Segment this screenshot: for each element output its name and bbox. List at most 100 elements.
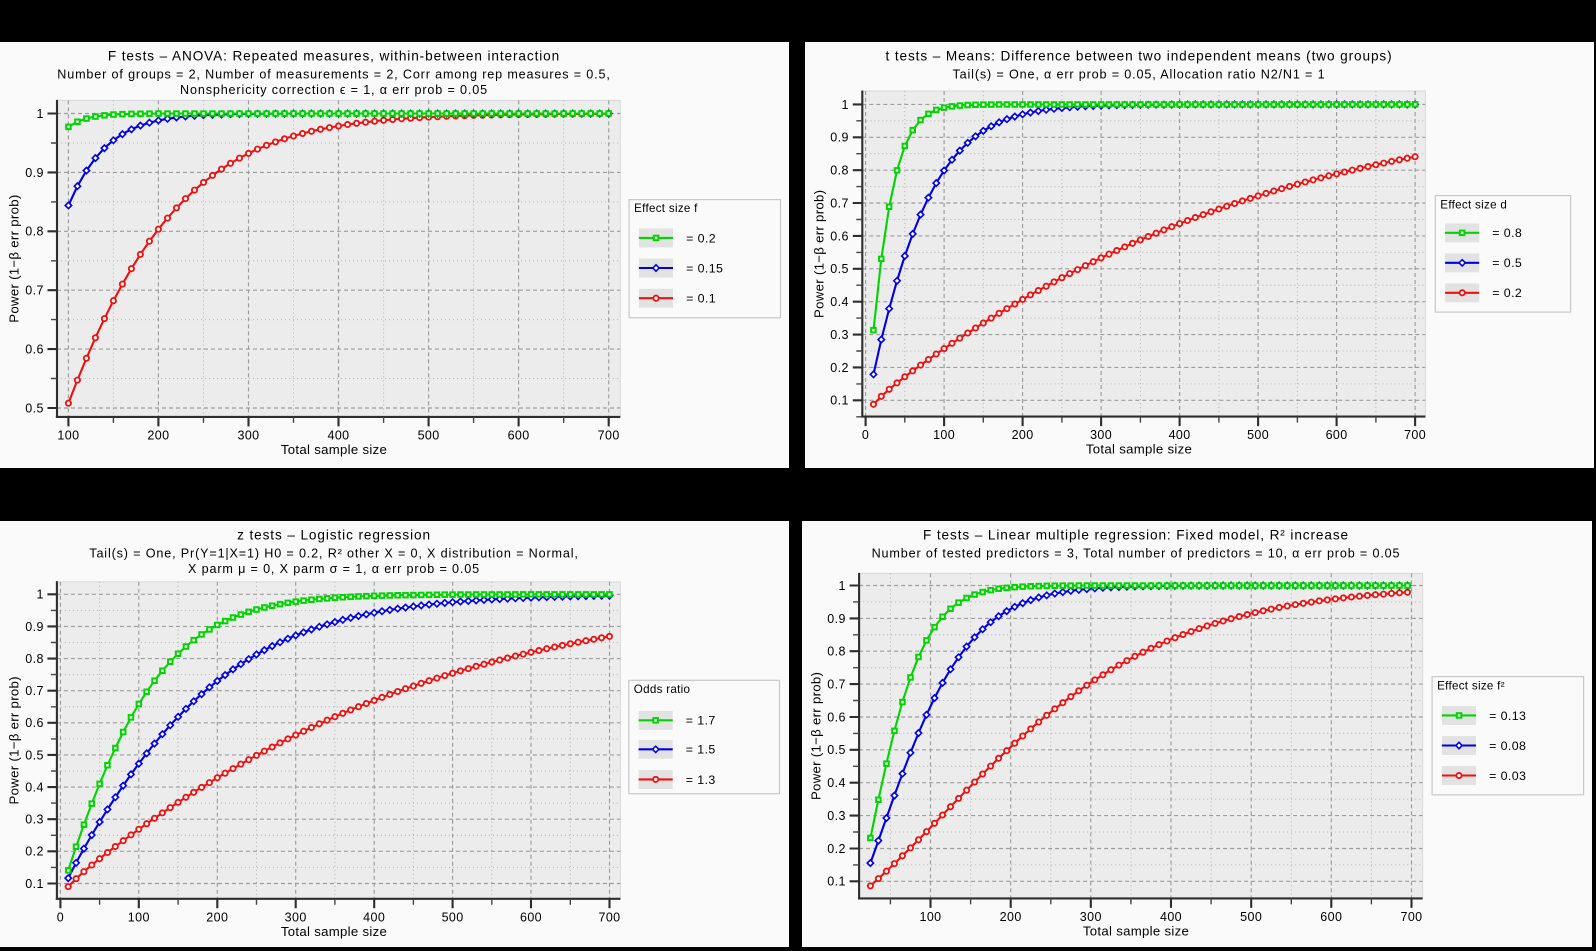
svg-text:0.4: 0.4	[25, 781, 44, 795]
svg-text:200: 200	[206, 911, 228, 925]
svg-text:0.2: 0.2	[827, 842, 846, 856]
svg-text:400: 400	[1160, 910, 1182, 924]
svg-text:100: 100	[919, 910, 941, 924]
svg-text:= 1.3: = 1.3	[686, 773, 716, 787]
svg-text:0.9: 0.9	[827, 612, 846, 626]
svg-text:0.6: 0.6	[827, 710, 846, 724]
svg-text:0.5: 0.5	[25, 401, 44, 415]
svg-text:Odds ratio: Odds ratio	[634, 683, 691, 696]
svg-text:Tail(s) = One, Pr(Y=1|X=1) H0: Tail(s) = One, Pr(Y=1|X=1) H0 = 0.2, R² …	[89, 546, 578, 560]
svg-text:500: 500	[418, 428, 440, 442]
svg-text:0.5: 0.5	[830, 262, 849, 276]
svg-text:= 0.13: = 0.13	[1489, 709, 1526, 723]
svg-text:0.9: 0.9	[830, 131, 849, 145]
svg-text:200: 200	[1000, 910, 1022, 924]
svg-text:700: 700	[1404, 428, 1426, 442]
svg-text:600: 600	[508, 428, 530, 442]
svg-text:200: 200	[147, 428, 169, 442]
svg-text:Effect size d: Effect size d	[1440, 199, 1507, 212]
svg-text:0.6: 0.6	[25, 716, 44, 730]
svg-text:0.1: 0.1	[827, 875, 846, 889]
svg-text:500: 500	[1247, 428, 1269, 442]
svg-text:100: 100	[57, 428, 79, 442]
svg-text:Nonsphericity correction ϵ = 1: Nonsphericity correction ϵ = 1, α err pr…	[180, 83, 488, 97]
svg-text:1: 1	[841, 98, 848, 112]
svg-text:0.3: 0.3	[830, 328, 849, 342]
svg-text:0.1: 0.1	[830, 394, 849, 408]
svg-text:0.6: 0.6	[830, 229, 849, 243]
svg-text:= 0.08: = 0.08	[1489, 739, 1526, 753]
svg-text:0.1: 0.1	[25, 877, 44, 891]
svg-text:Number of tested predictors =: Number of tested predictors = 3, Total n…	[872, 546, 1401, 560]
svg-text:X parm μ = 0, X parm σ = 1, α: X parm μ = 0, X parm σ = 1, α err prob =…	[188, 562, 480, 576]
svg-text:0.9: 0.9	[25, 166, 44, 180]
svg-text:t tests – Means: Difference be: t tests – Means: Difference between two …	[885, 49, 1392, 64]
svg-text:500: 500	[442, 911, 464, 925]
svg-text:0.6: 0.6	[25, 343, 44, 357]
svg-text:0.7: 0.7	[827, 678, 846, 692]
svg-text:= 0.03: = 0.03	[1489, 769, 1526, 783]
svg-text:0.2: 0.2	[830, 361, 849, 375]
svg-text:0.3: 0.3	[827, 809, 846, 823]
svg-text:0.4: 0.4	[827, 776, 846, 790]
svg-text:0: 0	[57, 911, 64, 925]
svg-text:300: 300	[237, 428, 259, 442]
svg-text:Total sample size: Total sample size	[1086, 442, 1192, 457]
svg-text:Power (1−β err prob): Power (1−β err prob)	[812, 190, 827, 318]
svg-text:600: 600	[1326, 428, 1348, 442]
svg-text:Power (1−β err prob): Power (1−β err prob)	[809, 672, 824, 800]
svg-text:0.3: 0.3	[25, 813, 44, 827]
svg-text:400: 400	[1169, 428, 1191, 442]
svg-text:1: 1	[36, 588, 43, 602]
svg-text:0.8: 0.8	[25, 652, 44, 666]
svg-text:700: 700	[1400, 910, 1422, 924]
svg-text:300: 300	[1080, 910, 1102, 924]
svg-text:600: 600	[520, 911, 542, 925]
svg-text:= 0.2: = 0.2	[1492, 286, 1522, 300]
svg-text:400: 400	[363, 911, 385, 925]
svg-text:Number of groups = 2, Number o: Number of groups = 2, Number of measurem…	[57, 67, 610, 81]
svg-text:Power (1−β err prob): Power (1−β err prob)	[7, 194, 22, 322]
svg-text:0.8: 0.8	[25, 225, 44, 239]
svg-text:0.7: 0.7	[25, 684, 44, 698]
svg-text:0.7: 0.7	[830, 196, 849, 210]
svg-text:1: 1	[838, 579, 845, 593]
svg-text:0.8: 0.8	[830, 164, 849, 178]
svg-text:200: 200	[1012, 428, 1034, 442]
svg-text:= 0.8: = 0.8	[1492, 226, 1522, 240]
svg-text:= 0.1: = 0.1	[686, 292, 716, 306]
svg-text:= 0.15: = 0.15	[686, 261, 723, 275]
svg-text:500: 500	[1240, 910, 1262, 924]
svg-text:100: 100	[128, 911, 150, 925]
svg-text:F tests – Linear multiple regr: F tests – Linear multiple regression: Fi…	[923, 528, 1349, 543]
svg-text:Total sample size: Total sample size	[281, 924, 387, 939]
svg-text:0.9: 0.9	[25, 620, 44, 634]
svg-text:0.5: 0.5	[827, 743, 846, 757]
svg-text:= 0.5: = 0.5	[1492, 256, 1522, 270]
svg-text:= 1.5: = 1.5	[686, 743, 716, 757]
svg-text:300: 300	[1090, 428, 1112, 442]
svg-text:0.4: 0.4	[830, 295, 849, 309]
svg-text:z tests – Logistic regression: z tests – Logistic regression	[237, 528, 431, 543]
svg-text:Effect size f: Effect size f	[634, 202, 698, 215]
svg-text:400: 400	[327, 428, 349, 442]
svg-text:600: 600	[1320, 910, 1342, 924]
svg-text:0.8: 0.8	[827, 645, 846, 659]
svg-text:700: 700	[598, 911, 620, 925]
svg-text:Total sample size: Total sample size	[281, 442, 387, 457]
svg-text:100: 100	[933, 428, 955, 442]
svg-text:Total sample size: Total sample size	[1083, 923, 1189, 938]
svg-text:= 1.7: = 1.7	[686, 714, 716, 728]
svg-text:Effect size f²: Effect size f²	[1437, 679, 1505, 692]
svg-text:700: 700	[598, 428, 620, 442]
svg-text:Tail(s) = One, α err prob = 0.: Tail(s) = One, α err prob = 0.05, Alloca…	[953, 67, 1326, 81]
svg-text:= 0.2: = 0.2	[686, 231, 716, 245]
svg-text:0.2: 0.2	[25, 845, 44, 859]
svg-text:F tests – ANOVA: Repeated meas: F tests – ANOVA: Repeated measures, with…	[108, 49, 560, 64]
svg-text:0.5: 0.5	[25, 748, 44, 762]
svg-text:300: 300	[285, 911, 307, 925]
svg-text:0.7: 0.7	[25, 284, 44, 298]
svg-text:Power (1−β err prob): Power (1−β err prob)	[7, 676, 22, 804]
svg-text:1: 1	[36, 107, 43, 121]
svg-text:0: 0	[862, 428, 869, 442]
